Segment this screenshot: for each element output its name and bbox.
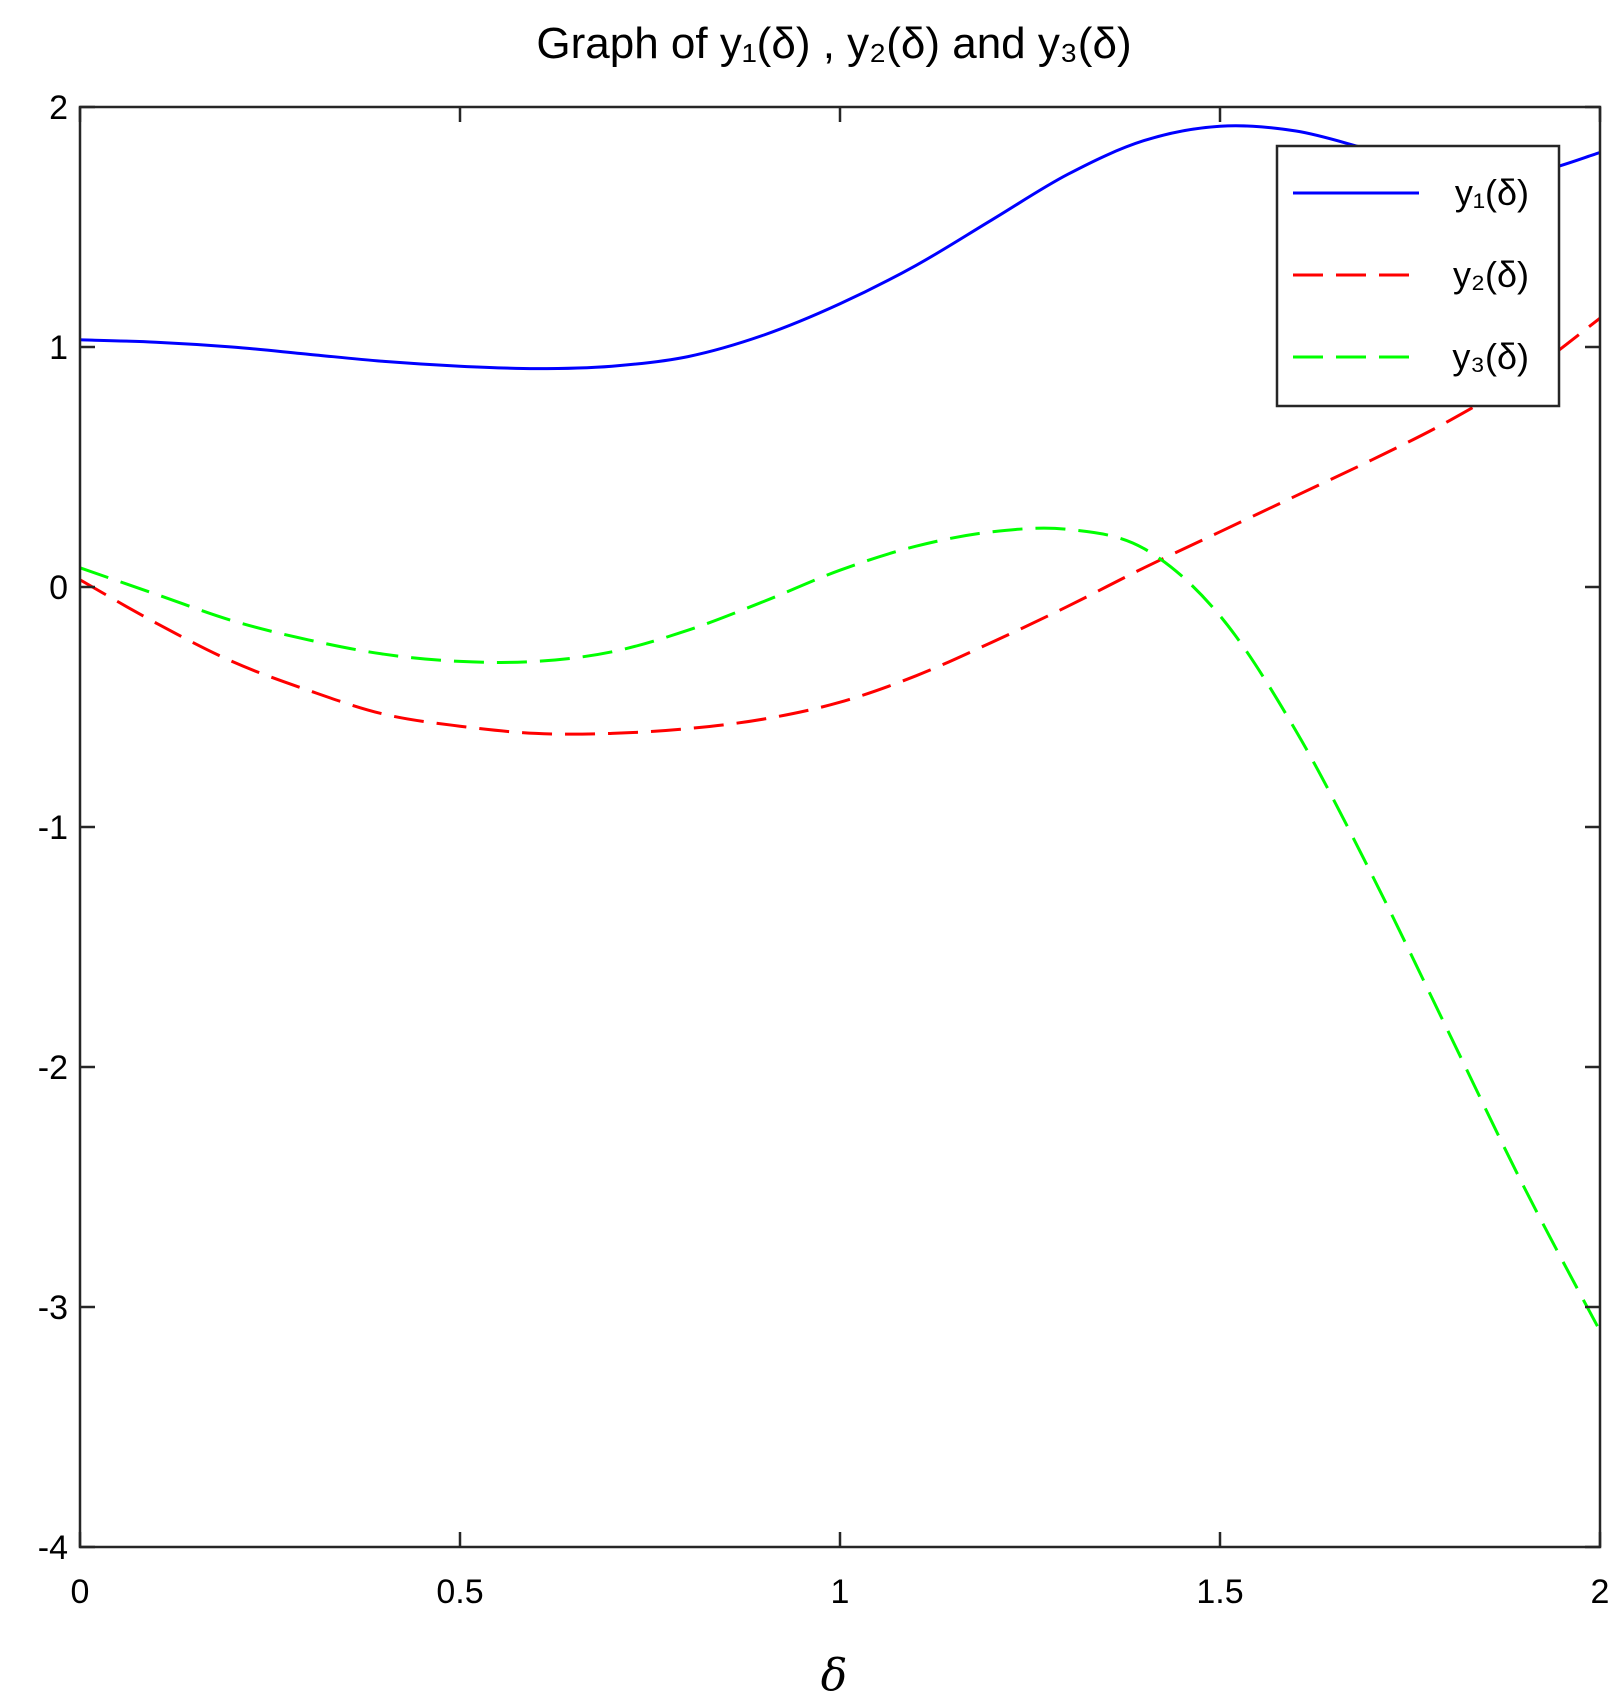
series-layer: [80, 124, 1600, 1332]
series-line-y1: [80, 124, 1600, 371]
legend-label-y1: y₁(δ): [1455, 172, 1529, 213]
legend-box: [1275, 144, 1561, 408]
y-tick-label: -2: [38, 1049, 68, 1087]
legend-items: y₁(δ) y₂(δ) y₃(δ): [1293, 172, 1529, 377]
legend: y₁(δ) y₂(δ) y₃(δ): [1275, 144, 1561, 408]
series-line-y2: [80, 317, 1600, 736]
x-tick-label: 2: [1591, 1573, 1610, 1611]
x-tick-label: 0.5: [436, 1573, 483, 1611]
y-tick-label: 1: [49, 329, 68, 367]
legend-label-y2: y₂(δ): [1453, 254, 1529, 295]
chart-title: Graph of y₁(δ) , y₂(δ) and y₃(δ): [536, 19, 1131, 68]
series-line-y3: [80, 526, 1600, 1332]
ticks-layer: [78, 105, 1602, 1549]
y-tick-label: 2: [49, 89, 68, 127]
x-tick-label: 1.5: [1196, 1573, 1243, 1611]
y-tick-label: -3: [38, 1289, 68, 1327]
y-tick-label: 0: [49, 569, 68, 607]
y-tick-label: -4: [38, 1529, 68, 1567]
legend-label-y3: y₃(δ): [1452, 336, 1529, 377]
x-axis-label: δ: [821, 1650, 848, 1701]
x-tick-label: 0: [71, 1573, 90, 1611]
x-tick-label: 1: [831, 1573, 850, 1611]
y-tick-label: -1: [38, 809, 68, 847]
tick-labels: 0 0.5 1 1.5 2 2 1 0 -1 -2 -3 -4: [38, 89, 1610, 1611]
